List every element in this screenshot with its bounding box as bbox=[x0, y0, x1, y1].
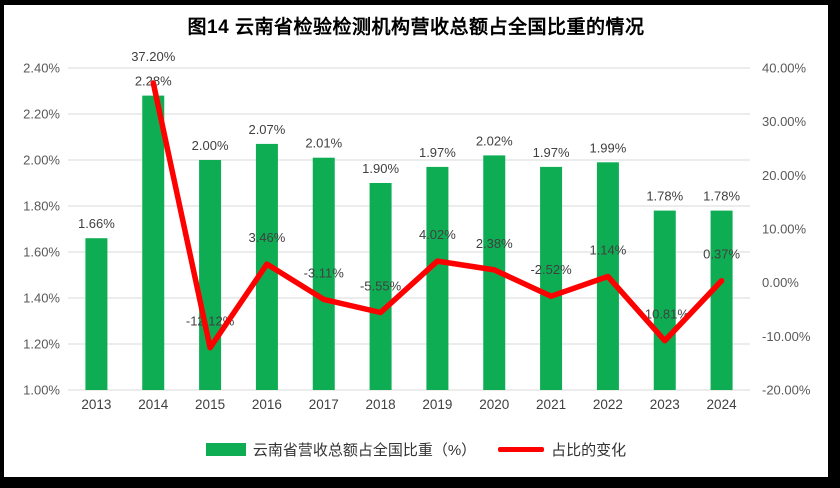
bar-data-label: 2.00% bbox=[192, 138, 229, 153]
x-axis-category-label: 2015 bbox=[195, 397, 225, 412]
right-axis-tick-label: 0.00% bbox=[762, 275, 799, 290]
bar bbox=[710, 210, 733, 390]
bar-data-label: 1.78% bbox=[703, 189, 740, 204]
bar bbox=[426, 166, 449, 390]
bar-series-legend-label: 云南省营收总额占全国比重（%） bbox=[252, 442, 477, 459]
right-axis-tick-label: 30.00% bbox=[762, 114, 807, 129]
line-data-label: 0.37% bbox=[703, 247, 740, 262]
line-data-label: 4.02% bbox=[419, 227, 456, 242]
left-axis-tick-label: 2.00% bbox=[23, 153, 60, 168]
bar bbox=[369, 183, 392, 390]
chart-title: 图14 云南省检验检测机构营收总额占全国比重的情况 bbox=[187, 17, 645, 38]
bar-data-label: 1.97% bbox=[533, 145, 570, 160]
x-axis-category-label: 2019 bbox=[422, 397, 452, 412]
x-axis-category-label: 2013 bbox=[81, 397, 111, 412]
x-axis-category-label: 2020 bbox=[479, 397, 509, 412]
right-axis-tick-label: 10.00% bbox=[762, 222, 807, 237]
x-axis-category-label: 2021 bbox=[536, 397, 566, 412]
chart-content: 图14 云南省检验检测机构营收总额占全国比重的情况 2.40% 2.20% 2.00… bbox=[4, 5, 828, 477]
line-data-label: 1.14% bbox=[589, 243, 626, 258]
bar-data-label: 1.90% bbox=[362, 161, 399, 176]
line-data-label: -3.11% bbox=[304, 265, 345, 280]
bar-data-label: 2.07% bbox=[248, 122, 285, 137]
bar-data-label: 1.78% bbox=[646, 189, 683, 204]
line-series-swatch-icon bbox=[498, 447, 545, 452]
line-data-label: -5.55% bbox=[360, 278, 402, 293]
bar-data-label: 2.02% bbox=[476, 133, 513, 148]
legend-item-line-series: 占比的变化 bbox=[498, 439, 626, 460]
bar-data-label: 1.99% bbox=[589, 140, 626, 155]
x-axis-category-label: 2016 bbox=[252, 397, 282, 412]
line-series-path bbox=[150, 80, 725, 351]
legend-item-bar-series: 云南省营收总额占全国比重（%） bbox=[205, 439, 477, 460]
left-axis-tick-label: 2.40% bbox=[23, 61, 60, 76]
combo-chart-plot: 2.40% 2.20% 2.00% 1.80% 1.60% 1.40% 1.20% 1.00%… bbox=[23, 49, 811, 412]
line-data-label: 3.46% bbox=[248, 230, 285, 245]
x-axis-category-label: 2024 bbox=[707, 397, 738, 412]
bar bbox=[85, 238, 108, 390]
left-axis-tick-label: 1.40% bbox=[23, 291, 60, 306]
x-axis-category-label: 2022 bbox=[593, 397, 623, 412]
left-axis-tick-label: 1.00% bbox=[23, 383, 60, 398]
line-data-label: 2.38% bbox=[476, 236, 513, 251]
bar-data-label: 2.01% bbox=[305, 136, 342, 151]
bar-data-label: 1.66% bbox=[78, 216, 115, 231]
right-axis-tick-label: 20.00% bbox=[762, 168, 807, 183]
right-axis-tick-label: -10.00% bbox=[762, 329, 811, 344]
left-axis-tick-label: 2.20% bbox=[23, 107, 60, 122]
chart-legend: 云南省营收总额占全国比重（%） 占比的变化 bbox=[4, 439, 828, 460]
right-axis-tick-label: 40.00% bbox=[762, 61, 807, 76]
right-axis-tick-label: -20.00% bbox=[762, 383, 811, 398]
left-axis-tick-label: 1.20% bbox=[23, 337, 60, 352]
line-data-label: 37.20% bbox=[131, 49, 176, 64]
bar bbox=[199, 160, 222, 390]
line-series-legend-label: 占比的变化 bbox=[551, 442, 627, 459]
bar bbox=[540, 166, 563, 390]
left-axis-tick-label: 1.60% bbox=[23, 245, 60, 260]
bar-data-label: 1.97% bbox=[419, 145, 456, 160]
bar-series-swatch-icon bbox=[205, 443, 246, 456]
line-data-label: -2.52% bbox=[530, 262, 572, 277]
x-axis-category-label: 2018 bbox=[366, 397, 396, 412]
bar bbox=[653, 210, 676, 390]
left-axis-tick-label: 1.80% bbox=[23, 199, 60, 214]
x-axis-category-label: 2017 bbox=[309, 397, 339, 412]
x-axis-category-label: 2023 bbox=[650, 397, 680, 412]
x-axis-category-label: 2014 bbox=[138, 397, 169, 412]
bar bbox=[142, 95, 165, 390]
line-data-label: -10.81% bbox=[641, 307, 690, 322]
bar bbox=[312, 157, 335, 390]
